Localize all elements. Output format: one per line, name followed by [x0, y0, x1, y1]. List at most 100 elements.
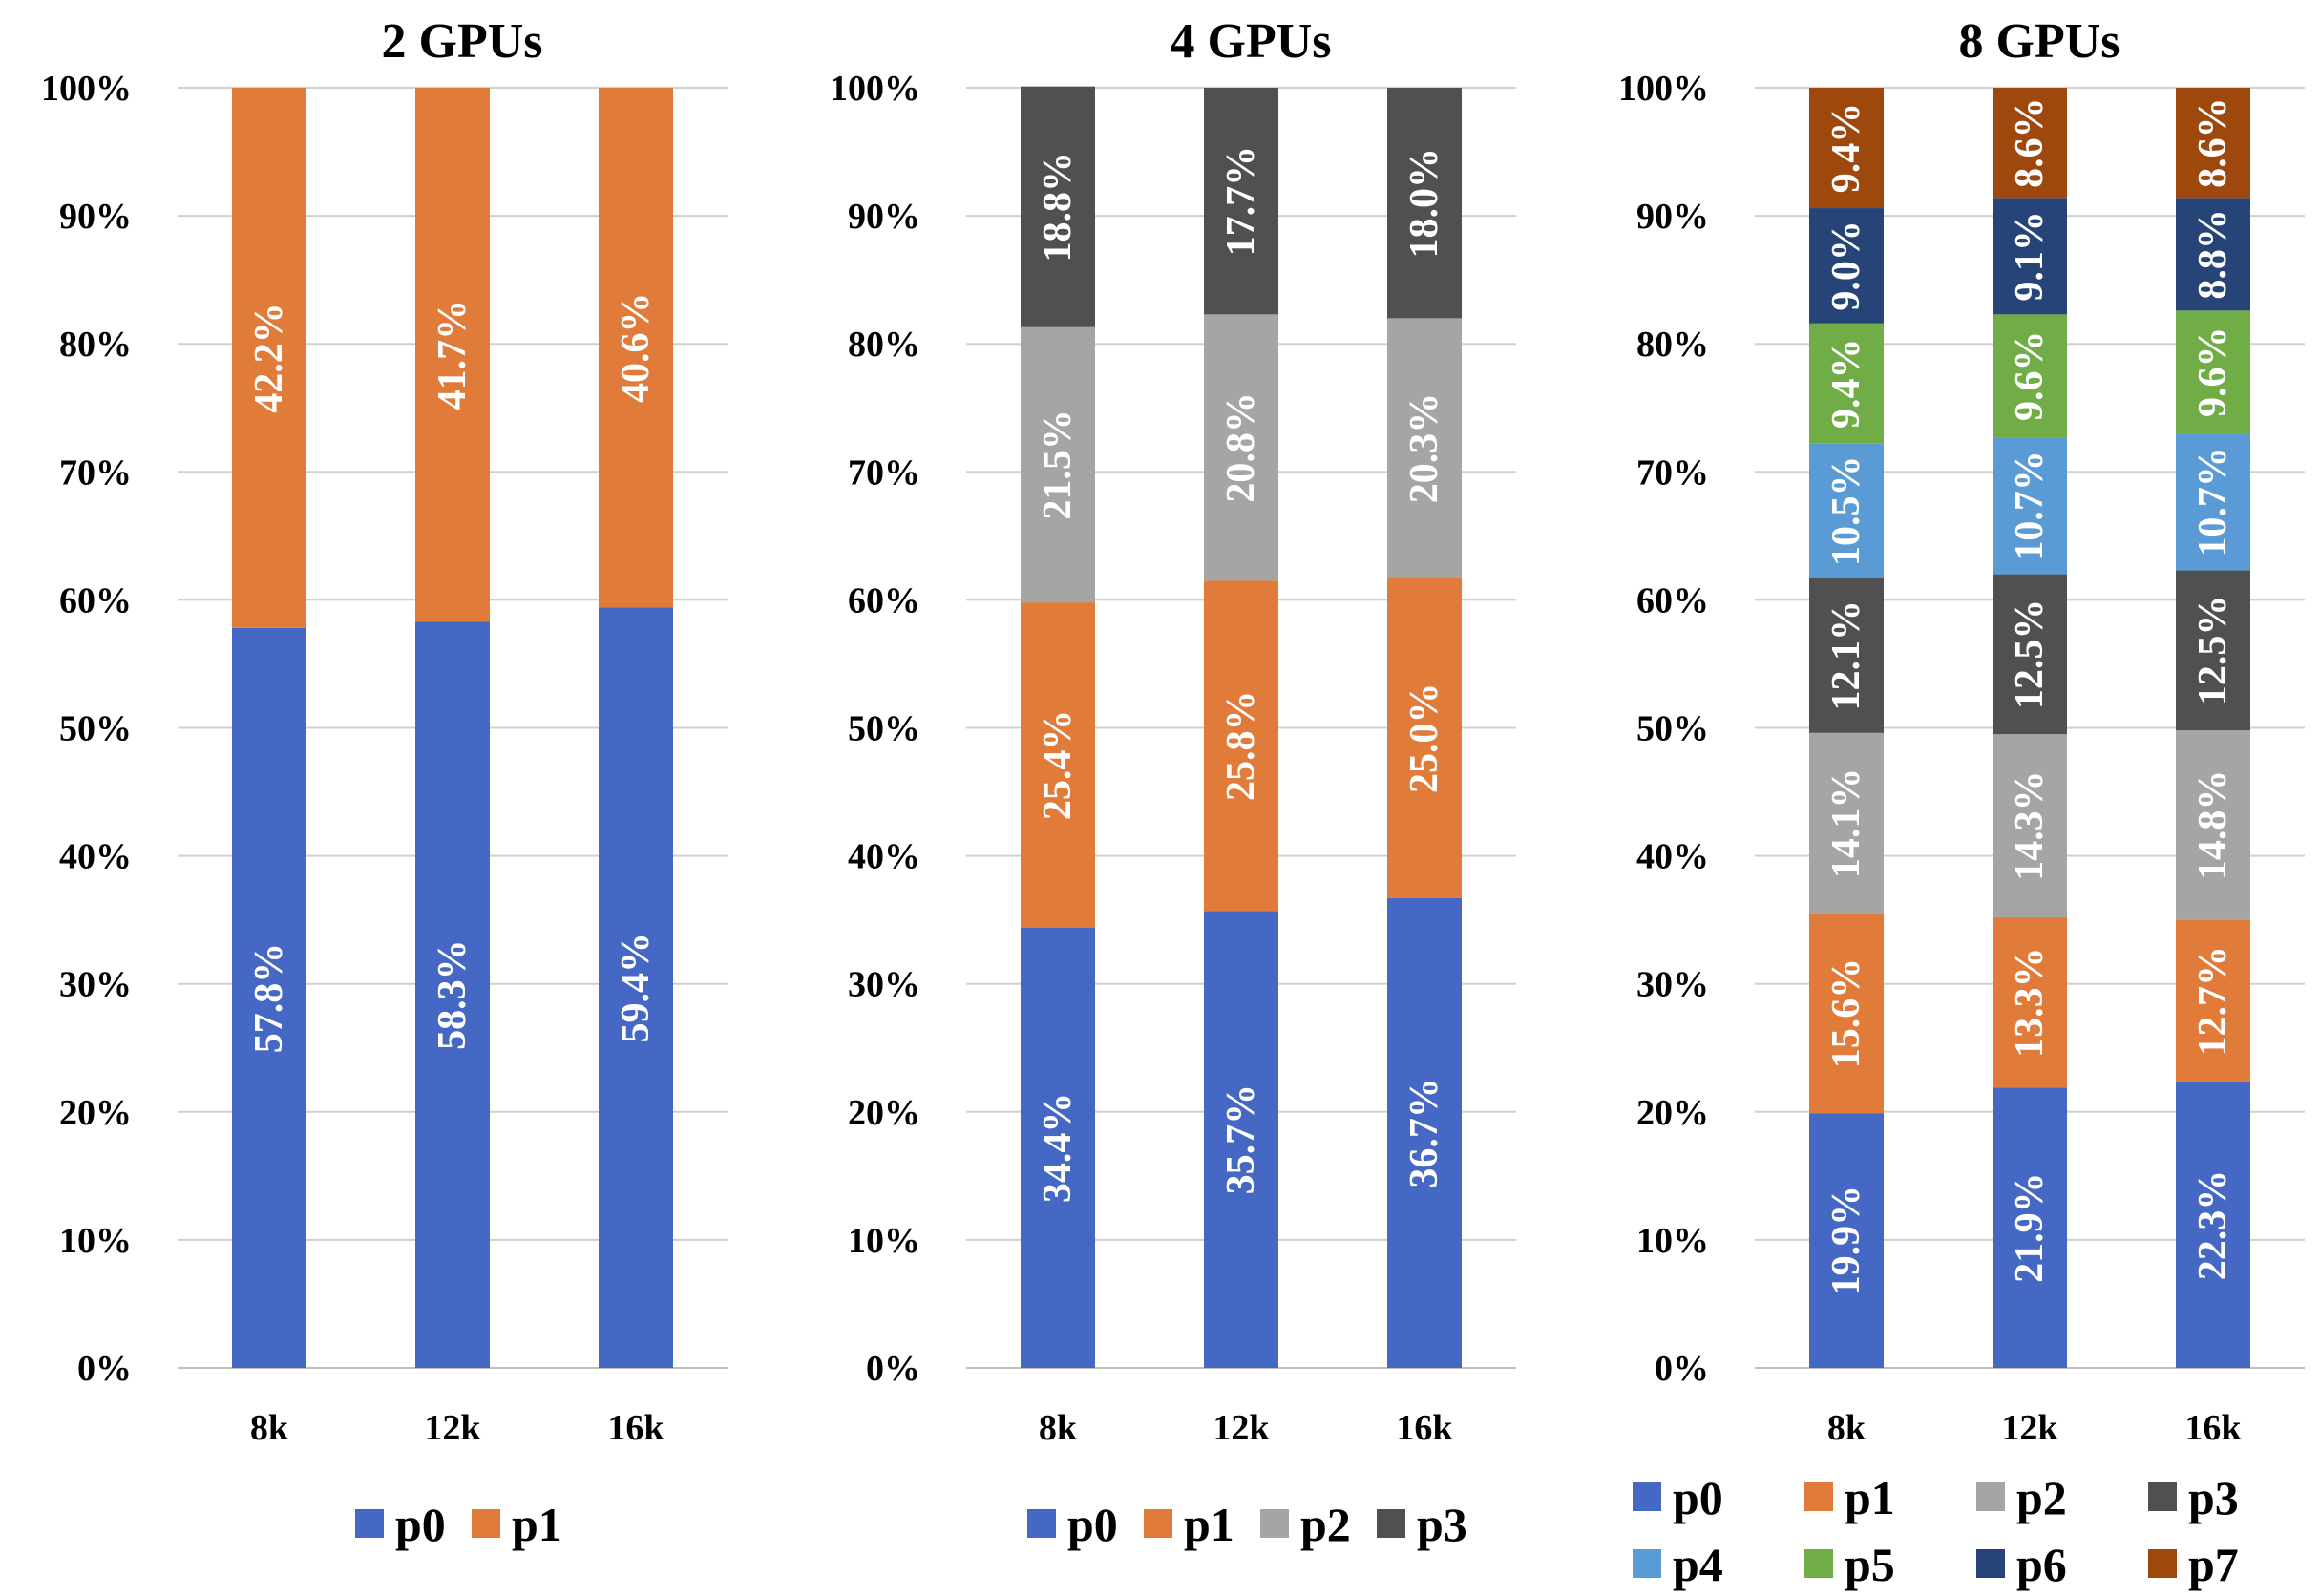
- data-label: 13.3%: [2008, 947, 2052, 1058]
- y-tick-label: 60%: [1636, 580, 1709, 620]
- x-tick-label: 16k: [607, 1408, 664, 1448]
- y-tick-label: 30%: [59, 965, 132, 1005]
- data-label: 14.1%: [1824, 768, 1868, 879]
- bar-segment-p6: [1993, 198, 2067, 315]
- legend-label: p2: [1300, 1498, 1351, 1551]
- data-label: 9.4%: [1824, 103, 1868, 194]
- legend-swatch: [1804, 1549, 1833, 1578]
- bar-segment-p2: [1993, 734, 2067, 917]
- data-label: 19.9%: [1824, 1186, 1868, 1296]
- bar-segment-p2: [1387, 318, 1462, 578]
- bar-segment-p3: [1021, 86, 1095, 327]
- legend-swatch: [1976, 1549, 2005, 1578]
- data-label: 12.1%: [1824, 600, 1868, 711]
- x-tick-label: 8k: [1827, 1408, 1867, 1448]
- legend-swatch: [1976, 1482, 2005, 1511]
- bar-segment-p0: [1993, 1087, 2067, 1368]
- bar-segment-p5: [2176, 310, 2250, 434]
- legend-item-p6: p6: [1976, 1538, 2067, 1591]
- data-label: 18.0%: [1403, 148, 1446, 259]
- bar-segment-p3: [1204, 88, 1278, 315]
- legend-item-p3: p3: [1377, 1498, 1467, 1551]
- y-tick-label: 30%: [1636, 965, 1709, 1005]
- legend-item-p1: p1: [1804, 1471, 1895, 1524]
- chart-svg: 8 GPUs 0% 10% 20% 30% 40% 50% 60% 70% 80% 90% 100% 1…: [1618, 14, 2305, 1591]
- bar-segment-p2: [1809, 732, 1884, 914]
- x-tick-label: 16k: [2184, 1408, 2242, 1448]
- bar-segment-p7: [1993, 88, 2067, 199]
- legend-swatch: [1027, 1509, 1056, 1538]
- bar-segment-p1: [599, 88, 673, 608]
- legend-label: p5: [1845, 1538, 1895, 1591]
- legend-swatch: [1377, 1509, 1405, 1538]
- y-tick-label: 30%: [848, 965, 920, 1005]
- y-tick-label: 50%: [1636, 709, 1709, 749]
- legend-swatch: [1633, 1482, 1661, 1511]
- y-tick-label: 70%: [59, 452, 132, 493]
- chart-title: 2 GPUs: [382, 14, 543, 69]
- legend-swatch: [472, 1509, 500, 1538]
- data-label: 17.7%: [1219, 146, 1263, 257]
- y-tick-label: 10%: [848, 1221, 920, 1261]
- bar-segment-p1: [1387, 578, 1462, 898]
- data-label: 12.5%: [2191, 596, 2235, 706]
- bar-segment-p0: [1809, 1113, 1884, 1368]
- data-label: 20.3%: [1403, 393, 1446, 503]
- legend-item-p1: p1: [472, 1498, 562, 1551]
- data-label: 25.0%: [1403, 682, 1446, 793]
- legend-label: p3: [1417, 1498, 1467, 1551]
- data-label: 8.8%: [2191, 209, 2235, 300]
- x-tick-label: 12k: [1213, 1408, 1270, 1448]
- y-tick-label: 40%: [848, 837, 920, 877]
- y-tick-label: 20%: [848, 1093, 920, 1133]
- bar-segment-p3: [1387, 88, 1462, 319]
- legend-label: p7: [2188, 1538, 2239, 1591]
- data-label: 9.6%: [2008, 330, 2052, 421]
- legend-swatch: [1260, 1509, 1289, 1538]
- legend-label: p1: [512, 1498, 562, 1551]
- bar-segment-p1: [1993, 916, 2067, 1088]
- data-label: 58.3%: [431, 939, 475, 1050]
- bar-segment-p1: [2176, 919, 2250, 1082]
- bar-segment-p0: [1204, 911, 1278, 1368]
- chart-8-gpus: 8 GPUs 0% 10% 20% 30% 40% 50% 60% 70% 80% 90% 100% 1…: [1577, 0, 2320, 1596]
- y-tick-label: 0%: [77, 1349, 132, 1389]
- y-tick-label: 80%: [1636, 325, 1709, 365]
- y-tick-label: 90%: [59, 197, 132, 237]
- data-label: 15.6%: [1824, 958, 1868, 1069]
- legend-label: p1: [1184, 1498, 1234, 1551]
- x-tick-label: 12k: [424, 1408, 481, 1448]
- data-label: 12.7%: [2191, 946, 2235, 1057]
- chart-title: 4 GPUs: [1171, 14, 1332, 69]
- y-tick-label: 0%: [1655, 1349, 1709, 1389]
- data-label: 57.8%: [247, 943, 291, 1054]
- y-tick-label: 100%: [41, 69, 132, 109]
- bar-segment-p5: [1993, 314, 2067, 438]
- legend-item-p1: p1: [1144, 1498, 1234, 1551]
- data-label: 59.4%: [614, 933, 658, 1043]
- y-tick-label: 70%: [1636, 452, 1709, 493]
- x-tick-label: 8k: [250, 1408, 289, 1448]
- bar-segment-p1: [1809, 913, 1884, 1114]
- y-tick-label: 20%: [1636, 1093, 1709, 1133]
- legend-label: p0: [1673, 1471, 1723, 1524]
- legend-label: p3: [2188, 1471, 2239, 1524]
- data-label: 20.8%: [1219, 392, 1263, 503]
- bar-segment-p0: [1387, 897, 1462, 1368]
- data-label: 34.4%: [1036, 1093, 1080, 1204]
- bar-segment-p0: [599, 607, 673, 1368]
- bar-segment-p4: [1993, 437, 2067, 575]
- legend-label: p6: [2016, 1538, 2067, 1591]
- data-label: 41.7%: [431, 300, 475, 410]
- data-label: 9.6%: [2191, 326, 2235, 417]
- y-tick-label: 40%: [59, 837, 132, 877]
- legend-item-p7: p7: [2148, 1538, 2239, 1591]
- legend-item-p5: p5: [1804, 1538, 1895, 1591]
- y-tick-label: 60%: [848, 580, 920, 620]
- data-label: 8.6%: [2008, 97, 2052, 188]
- y-tick-label: 20%: [59, 1093, 132, 1133]
- data-label: 40.6%: [614, 292, 658, 403]
- x-tick-label: 8k: [1039, 1408, 1078, 1448]
- chart-svg: 2 GPUs 0% 10% 20% 30% 40% 50% 60% 70% 80% 90% 100% 5…: [41, 14, 728, 1551]
